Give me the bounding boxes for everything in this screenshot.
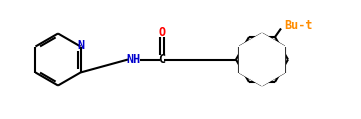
Polygon shape — [239, 34, 284, 85]
Text: C: C — [158, 53, 166, 66]
Text: N: N — [78, 39, 84, 52]
Text: Bu-t: Bu-t — [284, 19, 313, 32]
Text: NH: NH — [126, 53, 141, 66]
Text: O: O — [158, 26, 166, 39]
